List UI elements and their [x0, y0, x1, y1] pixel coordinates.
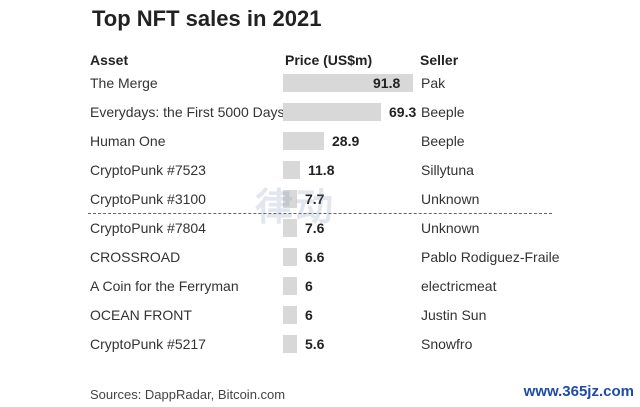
- asset-label: CryptoPunk #7523: [90, 162, 206, 178]
- seller-label: Beeple: [421, 133, 465, 149]
- seller-label: Snowfro: [421, 336, 473, 352]
- price-value-label: 6: [305, 278, 313, 294]
- price-bar: [283, 277, 297, 295]
- asset-label: The Merge: [90, 75, 158, 91]
- column-header-price: Price (US$m): [285, 52, 373, 68]
- watermark-url: www.365jz.com: [523, 383, 634, 400]
- asset-label: CROSSROAD: [90, 249, 181, 265]
- column-header-asset: Asset: [90, 52, 129, 68]
- price-value-label: 69.3: [389, 104, 417, 120]
- asset-label: CryptoPunk #7804: [90, 220, 206, 236]
- chart-source: Sources: DappRadar, Bitcoin.com: [90, 387, 286, 402]
- seller-label: Justin Sun: [421, 307, 487, 323]
- price-bar: [283, 335, 297, 353]
- seller-label: Beeple: [421, 104, 465, 120]
- price-bar: [283, 190, 297, 208]
- price-value-label: 28.9: [332, 133, 360, 149]
- seller-label: electricmeat: [421, 278, 497, 294]
- asset-label: OCEAN FRONT: [90, 307, 192, 323]
- price-bar: [283, 103, 381, 121]
- price-bar: [283, 306, 297, 324]
- price-bar: [283, 132, 324, 150]
- asset-label: A Coin for the Ferryman: [90, 278, 239, 294]
- column-header-seller: Seller: [420, 52, 459, 68]
- seller-label: Pablo Rodiguez-Fraile: [421, 249, 560, 265]
- price-bar: [283, 219, 297, 237]
- seller-label: Sillytuna: [421, 162, 474, 178]
- chart-title: Top NFT sales in 2021: [92, 6, 322, 31]
- seller-label: Unknown: [421, 191, 480, 207]
- seller-label: Unknown: [421, 220, 480, 236]
- watermark-logo: 律动: [255, 187, 336, 229]
- price-value-label: 91.8: [373, 75, 401, 91]
- price-value-label: 7.7: [305, 191, 325, 207]
- asset-label: CryptoPunk #5217: [90, 336, 206, 352]
- asset-label: CryptoPunk #3100: [90, 191, 206, 207]
- seller-label: Pak: [421, 75, 446, 91]
- price-value-label: 5.6: [305, 336, 325, 352]
- price-bar: [283, 248, 297, 266]
- price-bar: [283, 161, 300, 179]
- asset-label: Human One: [90, 133, 166, 149]
- row-divider: [88, 213, 552, 214]
- price-value-label: 6: [305, 307, 313, 323]
- asset-label: Everydays: the First 5000 Days: [90, 104, 285, 120]
- price-value-label: 7.6: [305, 220, 325, 236]
- price-bar: [283, 74, 413, 92]
- price-value-label: 11.8: [308, 162, 335, 178]
- price-value-label: 6.6: [305, 249, 325, 265]
